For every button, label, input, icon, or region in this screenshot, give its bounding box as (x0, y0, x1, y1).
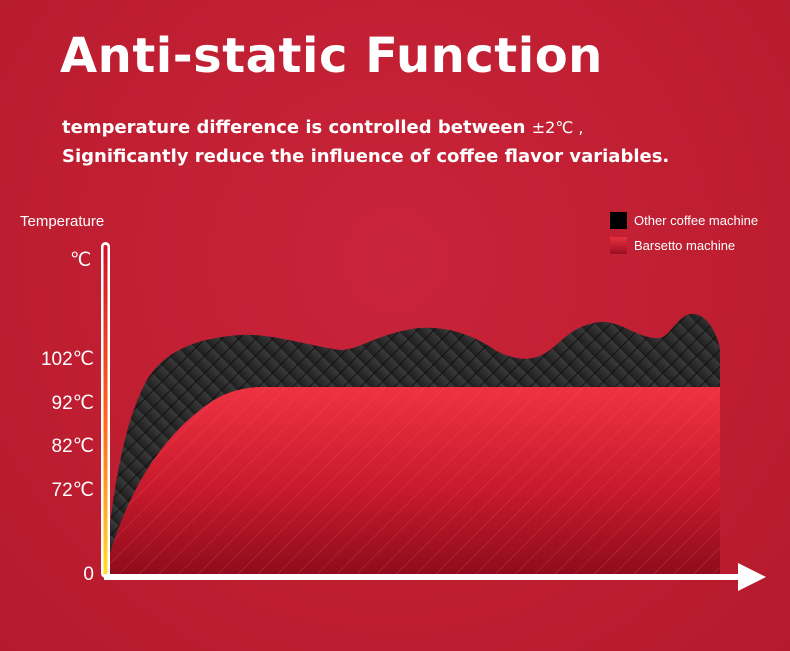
legend-swatch-red (610, 236, 627, 254)
subtitle-text: temperature difference is controlled bet… (62, 117, 526, 138)
legend-label: Other coffee machine (634, 212, 759, 228)
y-tick-label: 92℃ (51, 393, 94, 414)
y-tick-label: 0 (83, 564, 94, 585)
x-axis-arrow (738, 563, 766, 591)
y-axis-label: Temperature (20, 213, 105, 230)
y-tick-label: 102℃ (40, 349, 94, 370)
subtitle-line-1: temperature difference is controlled bet… (62, 117, 583, 138)
legend-item-barsetto: Barsetto machine (610, 234, 785, 256)
subtitle-line-2: Significantly reduce the influence of co… (62, 146, 670, 167)
chart-legend: Other coffee machine Barsetto machine (610, 209, 785, 259)
legend-item-other: Other coffee machine (610, 209, 785, 231)
x-axis (104, 574, 744, 580)
legend-label: Barsetto machine (634, 237, 736, 253)
y-axis-gradient (103, 245, 108, 576)
y-tick-label: 82℃ (51, 436, 94, 457)
legend-swatch-black (610, 211, 627, 229)
y-axis-unit: ℃ (70, 250, 92, 271)
y-tick-label: 72℃ (51, 480, 94, 501)
temperature-range: ±2℃ , (531, 118, 584, 137)
page-title: Anti-static Function (60, 28, 603, 84)
barsetto-machine-hatch (108, 387, 720, 575)
